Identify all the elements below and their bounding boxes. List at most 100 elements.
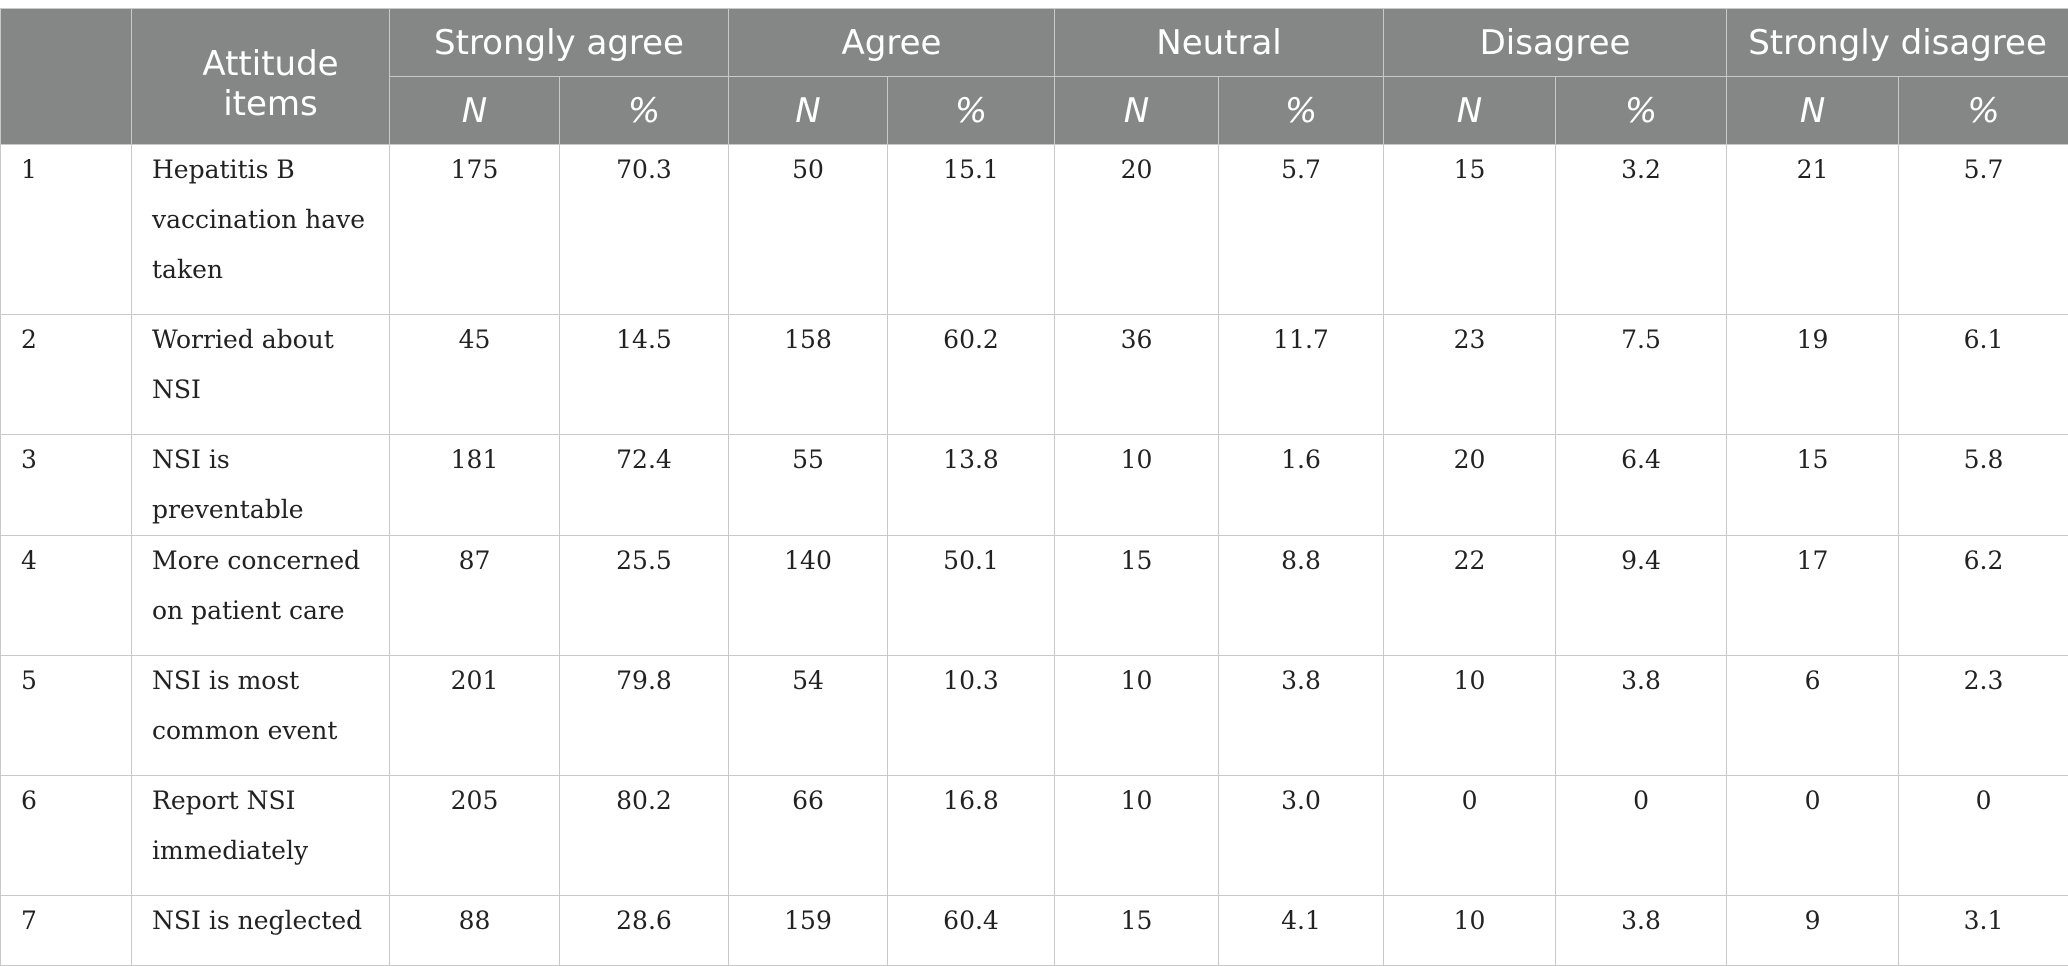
cell-strongly-disagree-percent: 2.3 <box>1899 656 2068 776</box>
cell-agree-n: 159 <box>729 896 888 966</box>
header-strongly-agree: Strongly agree <box>390 9 729 77</box>
cell-strongly-disagree-n: 6 <box>1727 656 1899 776</box>
header-agree: Agree <box>729 9 1055 77</box>
cell-agree-percent: 60.4 <box>888 896 1055 966</box>
cell-agree-percent: 10.3 <box>888 656 1055 776</box>
row-item: More concerned on patient care <box>132 536 390 656</box>
cell-neutral-n: 15 <box>1055 536 1219 656</box>
subheader-percent: % <box>1219 77 1384 145</box>
row-item: Hepatitis B vaccination have taken <box>132 145 390 315</box>
cell-agree-percent: 13.8 <box>888 435 1055 536</box>
subheader-n: N <box>1727 77 1899 145</box>
cell-strongly-agree-percent: 70.3 <box>560 145 729 315</box>
cell-strongly-agree-percent: 79.8 <box>560 656 729 776</box>
table-row: 5 NSI is most common event 201 79.8 54 1… <box>1 656 2068 776</box>
cell-strongly-disagree-n: 0 <box>1727 776 1899 896</box>
cell-disagree-n: 22 <box>1384 536 1556 656</box>
row-item: Worried about NSI <box>132 315 390 435</box>
cell-disagree-n: 10 <box>1384 896 1556 966</box>
cell-strongly-agree-n: 181 <box>390 435 560 536</box>
cell-agree-n: 140 <box>729 536 888 656</box>
cell-strongly-agree-percent: 28.6 <box>560 896 729 966</box>
cell-disagree-n: 23 <box>1384 315 1556 435</box>
header-neutral: Neutral <box>1055 9 1384 77</box>
subheader-percent: % <box>1556 77 1727 145</box>
cell-disagree-percent: 6.4 <box>1556 435 1727 536</box>
cell-strongly-disagree-n: 21 <box>1727 145 1899 315</box>
cell-agree-n: 54 <box>729 656 888 776</box>
subheader-n: N <box>1384 77 1556 145</box>
cell-agree-percent: 15.1 <box>888 145 1055 315</box>
cell-strongly-disagree-n: 17 <box>1727 536 1899 656</box>
table-header: Attitude items Strongly agree Agree Neut… <box>1 9 2068 145</box>
cell-neutral-percent: 11.7 <box>1219 315 1384 435</box>
cell-strongly-agree-n: 201 <box>390 656 560 776</box>
attitude-table: Attitude items Strongly agree Agree Neut… <box>0 8 2068 966</box>
subheader-percent: % <box>560 77 729 145</box>
cell-strongly-disagree-percent: 6.2 <box>1899 536 2068 656</box>
row-number: 3 <box>1 435 132 536</box>
cell-agree-percent: 60.2 <box>888 315 1055 435</box>
row-number: 5 <box>1 656 132 776</box>
cell-strongly-agree-n: 88 <box>390 896 560 966</box>
cell-neutral-percent: 3.8 <box>1219 656 1384 776</box>
cell-neutral-n: 10 <box>1055 656 1219 776</box>
cell-strongly-disagree-percent: 6.1 <box>1899 315 2068 435</box>
cell-disagree-percent: 7.5 <box>1556 315 1727 435</box>
cell-neutral-n: 10 <box>1055 776 1219 896</box>
cell-disagree-n: 15 <box>1384 145 1556 315</box>
subheader-n: N <box>390 77 560 145</box>
table-row: 3 NSI is preventable 181 72.4 55 13.8 10… <box>1 435 2068 536</box>
cell-disagree-percent: 3.8 <box>1556 896 1727 966</box>
cell-agree-n: 50 <box>729 145 888 315</box>
cell-strongly-agree-n: 205 <box>390 776 560 896</box>
cell-strongly-agree-percent: 80.2 <box>560 776 729 896</box>
table-row: 1 Hepatitis B vaccination have taken 175… <box>1 145 2068 315</box>
cell-strongly-agree-n: 87 <box>390 536 560 656</box>
cell-neutral-percent: 5.7 <box>1219 145 1384 315</box>
cell-neutral-percent: 3.0 <box>1219 776 1384 896</box>
cell-disagree-n: 0 <box>1384 776 1556 896</box>
table-row: 7 NSI is neglected 88 28.6 159 60.4 15 4… <box>1 896 2068 966</box>
cell-neutral-n: 20 <box>1055 145 1219 315</box>
row-number: 2 <box>1 315 132 435</box>
table-row: 6 Report NSI immediately 205 80.2 66 16.… <box>1 776 2068 896</box>
cell-neutral-percent: 8.8 <box>1219 536 1384 656</box>
cell-strongly-agree-percent: 25.5 <box>560 536 729 656</box>
cell-neutral-n: 10 <box>1055 435 1219 536</box>
subheader-n: N <box>1055 77 1219 145</box>
cell-strongly-disagree-n: 9 <box>1727 896 1899 966</box>
cell-strongly-agree-percent: 72.4 <box>560 435 729 536</box>
cell-strongly-agree-percent: 14.5 <box>560 315 729 435</box>
cell-disagree-percent: 9.4 <box>1556 536 1727 656</box>
row-number: 4 <box>1 536 132 656</box>
cell-strongly-disagree-n: 15 <box>1727 435 1899 536</box>
cell-agree-n: 66 <box>729 776 888 896</box>
row-number: 6 <box>1 776 132 896</box>
row-item: Report NSI immediately <box>132 776 390 896</box>
subheader-n: N <box>729 77 888 145</box>
cell-disagree-n: 20 <box>1384 435 1556 536</box>
cell-strongly-disagree-percent: 5.8 <box>1899 435 2068 536</box>
cell-strongly-disagree-percent: 3.1 <box>1899 896 2068 966</box>
row-item: NSI is neglected <box>132 896 390 966</box>
table-row: 4 More concerned on patient care 87 25.5… <box>1 536 2068 656</box>
header-strongly-disagree: Strongly disagree <box>1727 9 2068 77</box>
attitude-table-container: Attitude items Strongly agree Agree Neut… <box>0 8 2068 966</box>
table-body: 1 Hepatitis B vaccination have taken 175… <box>1 145 2068 966</box>
cell-neutral-percent: 4.1 <box>1219 896 1384 966</box>
cell-disagree-percent: 3.8 <box>1556 656 1727 776</box>
header-disagree: Disagree <box>1384 9 1727 77</box>
row-number: 7 <box>1 896 132 966</box>
table-row: 2 Worried about NSI 45 14.5 158 60.2 36 … <box>1 315 2068 435</box>
cell-disagree-percent: 3.2 <box>1556 145 1727 315</box>
cell-disagree-n: 10 <box>1384 656 1556 776</box>
cell-strongly-agree-n: 175 <box>390 145 560 315</box>
cell-neutral-percent: 1.6 <box>1219 435 1384 536</box>
header-attitude-items: Attitude items <box>132 9 390 145</box>
cell-agree-n: 158 <box>729 315 888 435</box>
cell-strongly-agree-n: 45 <box>390 315 560 435</box>
row-item: NSI is most common event <box>132 656 390 776</box>
cell-neutral-n: 36 <box>1055 315 1219 435</box>
cell-agree-n: 55 <box>729 435 888 536</box>
